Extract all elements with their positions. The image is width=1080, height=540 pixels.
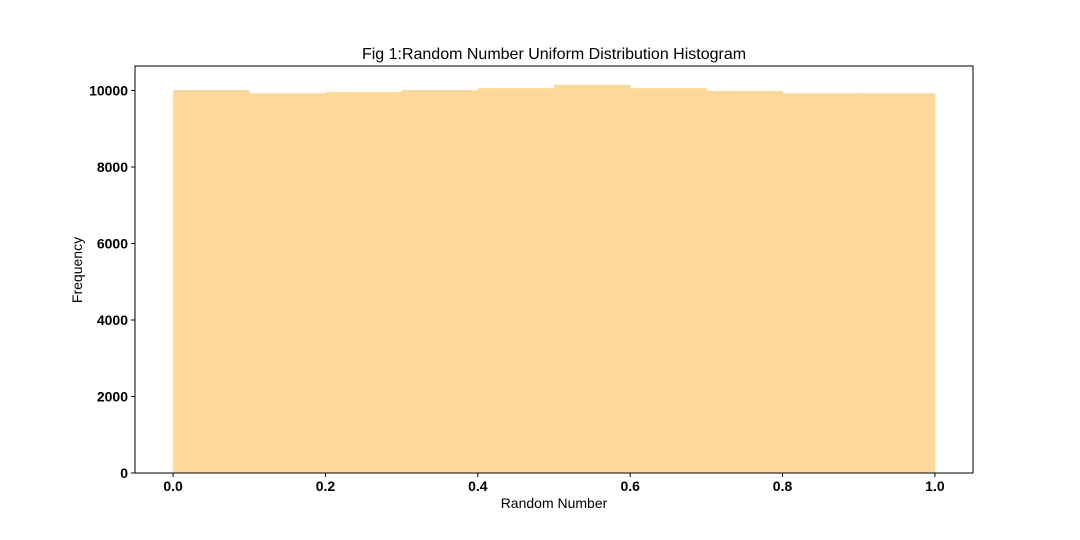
histogram-bar (401, 90, 479, 473)
y-tick-label: 10000 (89, 82, 128, 98)
x-tick-label: 0.8 (773, 478, 793, 494)
chart-title: Fig 1:Random Number Uniform Distribution… (362, 46, 746, 63)
histogram-bar (477, 88, 555, 473)
y-axis-label: Frequency (69, 237, 85, 303)
x-tick-label: 0.2 (316, 478, 336, 494)
y-tick-label: 6000 (97, 235, 128, 251)
y-tick-label: 2000 (97, 388, 128, 404)
histogram-bar (782, 93, 860, 473)
y-tick-label: 8000 (97, 159, 128, 175)
x-axis-label: Random Number (501, 495, 608, 511)
x-tick-label: 0.4 (468, 478, 488, 494)
x-tick-label: 0.6 (620, 478, 640, 494)
histogram-bar (173, 90, 250, 473)
histogram-bar (630, 88, 707, 473)
y-axis-ticks: 0 2000 4000 6000 8000 10000 (89, 82, 135, 481)
x-axis-ticks: 0.0 0.2 0.4 0.6 0.8 1.0 (163, 473, 945, 494)
y-tick-label: 0 (120, 465, 128, 481)
histogram-bar (858, 93, 936, 473)
histogram-bar (249, 93, 326, 473)
histogram-bar (706, 90, 784, 474)
y-tick-label: 4000 (97, 312, 128, 328)
histogram-bar (325, 92, 403, 473)
x-tick-label: 1.0 (925, 478, 945, 494)
histogram-bar (554, 84, 631, 474)
x-tick-label: 0.0 (163, 478, 183, 494)
histogram-bars (173, 84, 936, 474)
plot-area-frame (134, 65, 974, 474)
